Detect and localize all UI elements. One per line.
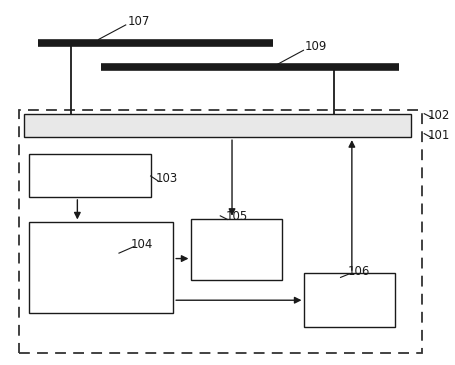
Text: 105: 105 bbox=[225, 210, 248, 223]
Text: 109: 109 bbox=[304, 40, 327, 53]
Bar bbox=[20, 110, 422, 353]
Bar bbox=[29, 154, 151, 197]
Bar bbox=[24, 114, 411, 137]
Text: 103: 103 bbox=[155, 172, 177, 185]
Bar bbox=[29, 222, 173, 313]
Bar bbox=[304, 273, 395, 327]
Text: 101: 101 bbox=[428, 129, 450, 142]
Text: 107: 107 bbox=[128, 15, 151, 28]
Text: 106: 106 bbox=[348, 265, 370, 278]
Bar bbox=[191, 219, 282, 280]
Text: 104: 104 bbox=[131, 238, 153, 251]
Text: 102: 102 bbox=[428, 109, 450, 122]
